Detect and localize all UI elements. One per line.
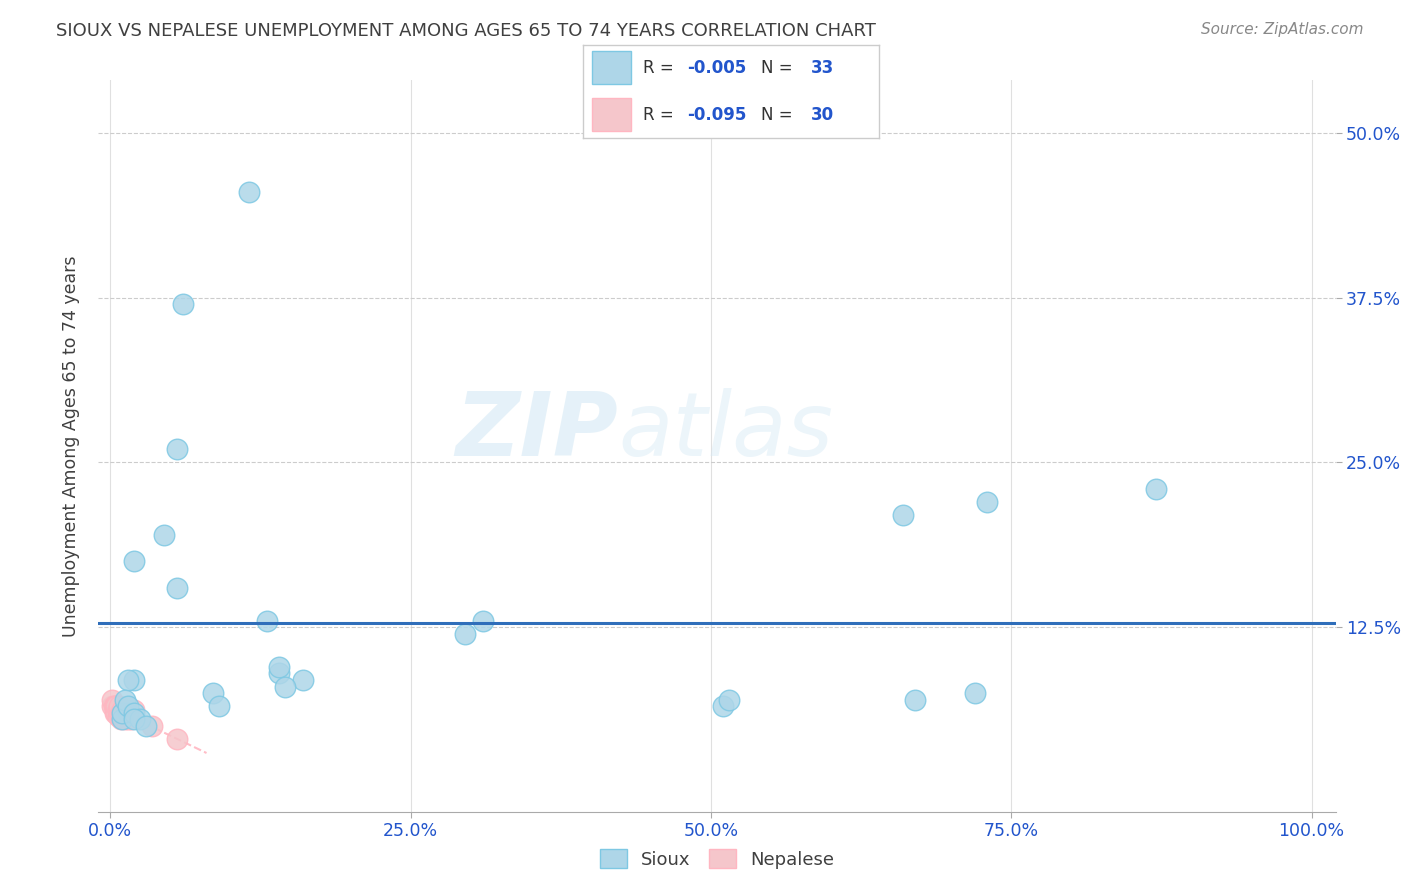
Point xyxy=(112,708,135,723)
Point xyxy=(100,699,122,714)
Text: SIOUX VS NEPALESE UNEMPLOYMENT AMONG AGES 65 TO 74 YEARS CORRELATION CHART: SIOUX VS NEPALESE UNEMPLOYMENT AMONG AGE… xyxy=(56,22,876,40)
Point xyxy=(117,699,139,714)
Point xyxy=(117,706,139,720)
Point xyxy=(124,713,146,727)
Point xyxy=(166,581,188,595)
Point xyxy=(114,713,136,727)
Point xyxy=(273,680,295,694)
Point xyxy=(267,666,290,681)
Text: Source: ZipAtlas.com: Source: ZipAtlas.com xyxy=(1201,22,1364,37)
Point xyxy=(129,713,152,727)
Point xyxy=(965,686,987,700)
Point xyxy=(114,706,136,720)
Point xyxy=(153,528,176,542)
Point xyxy=(117,713,139,727)
Point xyxy=(111,713,134,727)
Point xyxy=(120,713,142,727)
Point xyxy=(172,297,194,311)
Point xyxy=(201,686,224,700)
Point xyxy=(166,732,188,747)
Bar xyxy=(592,98,631,131)
Point xyxy=(454,627,477,641)
Point xyxy=(115,708,138,723)
Point xyxy=(108,706,131,720)
Point xyxy=(166,442,188,457)
Point xyxy=(207,699,229,714)
Point xyxy=(141,719,163,733)
Point xyxy=(711,699,734,714)
Point xyxy=(107,708,129,723)
Point xyxy=(105,706,128,720)
Point xyxy=(107,703,129,717)
Point xyxy=(114,692,136,706)
Point xyxy=(718,692,741,706)
Y-axis label: Unemployment Among Ages 65 to 74 years: Unemployment Among Ages 65 to 74 years xyxy=(62,255,80,637)
Bar xyxy=(592,51,631,84)
Point xyxy=(891,508,914,523)
Point xyxy=(105,699,128,714)
Point xyxy=(135,719,157,733)
Text: N =: N = xyxy=(761,59,797,77)
Text: R =: R = xyxy=(643,106,679,124)
Point xyxy=(110,706,132,720)
Point xyxy=(256,614,278,628)
Point xyxy=(111,706,134,720)
Point xyxy=(238,186,260,200)
Text: atlas: atlas xyxy=(619,388,832,475)
Point xyxy=(118,708,141,723)
Point xyxy=(111,708,134,723)
Point xyxy=(121,708,143,723)
Legend: Sioux, Nepalese: Sioux, Nepalese xyxy=(592,842,842,876)
Text: 30: 30 xyxy=(811,106,834,124)
Point xyxy=(117,708,139,723)
Point xyxy=(124,673,146,687)
Text: 33: 33 xyxy=(811,59,834,77)
Point xyxy=(103,699,125,714)
Text: ZIP: ZIP xyxy=(456,388,619,475)
Point xyxy=(124,554,146,568)
Point xyxy=(124,703,146,717)
Point xyxy=(117,706,139,720)
Point xyxy=(115,703,138,717)
Point xyxy=(291,673,314,687)
Point xyxy=(976,495,998,509)
Text: R =: R = xyxy=(643,59,679,77)
Point xyxy=(108,699,131,714)
Point xyxy=(904,692,927,706)
Point xyxy=(104,699,127,714)
Point xyxy=(108,708,131,723)
Point xyxy=(117,673,139,687)
Point xyxy=(267,659,290,673)
Point xyxy=(100,692,122,706)
Text: N =: N = xyxy=(761,106,797,124)
Text: -0.005: -0.005 xyxy=(688,59,747,77)
Point xyxy=(1144,482,1167,496)
Point xyxy=(471,614,494,628)
Text: -0.095: -0.095 xyxy=(688,106,747,124)
Point xyxy=(111,703,134,717)
Point xyxy=(104,706,127,720)
Point xyxy=(110,713,132,727)
Point xyxy=(124,706,146,720)
